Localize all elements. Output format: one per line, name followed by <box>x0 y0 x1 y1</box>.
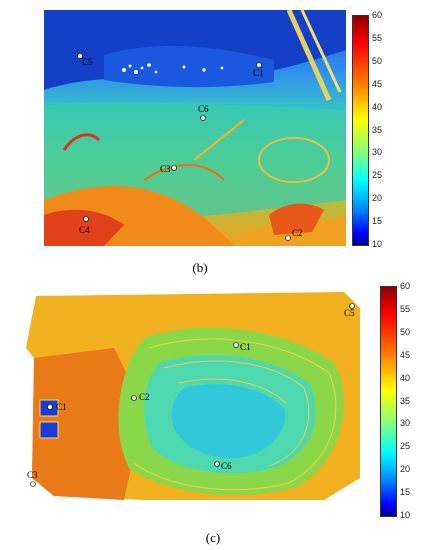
svg-text:C3: C3 <box>160 164 171 174</box>
thermal-image-b: C1 C2 C3 C4 C5 C6 <box>44 8 346 246</box>
thermal-image-c: C1 C1 C2 C3 C5 C6 <box>24 288 362 500</box>
colorbar-c-tick: 55 <box>400 303 411 314</box>
colorbar-b-tick: 50 <box>372 55 383 66</box>
colorbar-c-tick: 35 <box>400 395 411 406</box>
colorbar-c-tick: 20 <box>400 464 411 475</box>
thermal-map-b: C1 C2 C3 C4 C5 C6 <box>44 8 346 246</box>
colorbar-b-tick: 30 <box>372 147 383 158</box>
marker-c1-top-c: C1 <box>233 342 251 352</box>
svg-text:C2: C2 <box>292 228 303 238</box>
colorbar-c-tick: 15 <box>400 487 411 498</box>
marker-c6-c: C6 <box>214 461 232 471</box>
colorbar-c-tick: 25 <box>400 441 411 452</box>
colorbar-b-tick: 40 <box>372 101 383 112</box>
thermal-map-c: C1 C1 C2 C3 C5 C6 <box>26 292 360 500</box>
marker-c3-b: C3 <box>160 164 177 174</box>
colorbar-c <box>380 286 397 517</box>
svg-text:C6: C6 <box>221 461 232 471</box>
svg-text:C1: C1 <box>56 402 67 412</box>
colorbar-c-tick: 60 <box>400 281 411 291</box>
marker-c5-c: C5 <box>344 303 355 318</box>
colorbar-b-tick: 20 <box>372 193 383 204</box>
colorbar-c-tick: 45 <box>400 349 411 360</box>
colorbar-b-tick: 25 <box>372 170 383 181</box>
colorbar-b-tick: 35 <box>372 124 383 135</box>
marker-c2-b: C2 <box>285 228 303 241</box>
colorbar-b-tick: 60 <box>372 10 383 20</box>
svg-text:C6: C6 <box>198 104 209 114</box>
marker-c5-b: C5 <box>77 53 93 67</box>
marker-c1-left-c: C1 <box>47 402 67 412</box>
marker-c6-b: C6 <box>198 104 209 121</box>
colorbar-b-tick: 45 <box>372 78 383 89</box>
svg-text:C1: C1 <box>253 68 264 78</box>
colorbar-b-tick: 55 <box>372 32 383 43</box>
colorbar-c-tick: 40 <box>400 372 411 383</box>
caption-b: (b) <box>192 260 208 275</box>
svg-text:C5: C5 <box>82 57 93 67</box>
colorbar-c-tick: 30 <box>400 418 411 429</box>
marker-c4-b: C4 <box>79 216 90 235</box>
svg-text:C1: C1 <box>240 342 251 352</box>
colorbar-b <box>352 15 369 246</box>
colorbar-c-tick: 50 <box>400 326 411 337</box>
colorbar-c-tick: 10 <box>400 510 411 520</box>
colorbar-b-tick: 15 <box>372 216 383 227</box>
marker-c2-c: C2 <box>131 392 150 402</box>
svg-text:C2: C2 <box>139 392 150 402</box>
svg-text:C3: C3 <box>27 470 38 480</box>
caption-c: (c) <box>205 530 221 545</box>
svg-text:C5: C5 <box>344 308 355 318</box>
marker-c1-b: C1 <box>253 62 264 78</box>
svg-text:C4: C4 <box>79 225 90 235</box>
colorbar-b-tick: 10 <box>372 239 383 249</box>
marker-c3-c: C3 <box>27 470 38 487</box>
